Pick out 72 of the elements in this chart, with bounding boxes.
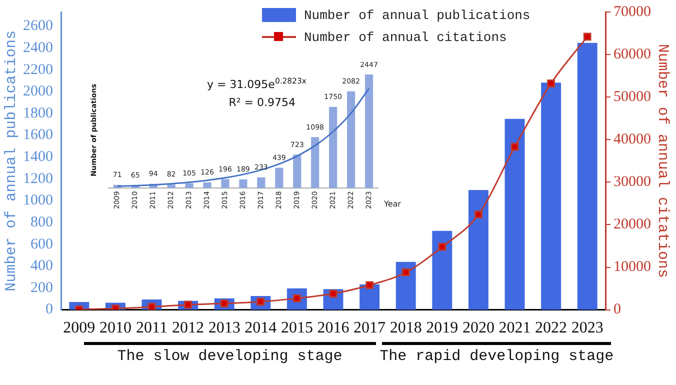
annotation: R² = 0.9754	[228, 96, 296, 109]
point	[474, 210, 482, 218]
y-tick-label: 1200	[23, 170, 53, 187]
y-tick-label: 200	[30, 280, 53, 296]
bar	[239, 179, 248, 188]
y-tick-label: 2600	[23, 18, 53, 34]
y-tick-label: 0	[46, 302, 53, 318]
y-tick-label: 1600	[23, 127, 53, 144]
x-tick-label: 2011	[136, 320, 168, 337]
y-tick-label: 400	[30, 258, 53, 274]
bar	[432, 230, 452, 310]
bar	[346, 91, 356, 188]
x-tick-label: 2012	[172, 320, 204, 337]
point	[510, 142, 519, 151]
legend-label: Number of annual publications	[304, 8, 530, 22]
x-tick-label: 2009	[63, 320, 96, 337]
x-tick-label: 2015	[280, 320, 313, 337]
y2-axis-title: Number of annual citations	[654, 44, 672, 278]
bar	[185, 183, 194, 188]
y2-tick-label: 70000	[614, 4, 651, 20]
bar	[329, 106, 338, 188]
y-tick-label: 600	[30, 236, 53, 252]
x-tick-label: 2016	[317, 320, 350, 337]
x-axis-title: Year	[383, 199, 402, 208]
bar	[396, 262, 416, 310]
y-axis-title: Number of annual publications	[2, 30, 20, 292]
point	[547, 80, 555, 88]
point	[366, 281, 374, 290]
y2-tick-label: 0	[614, 302, 621, 318]
y2-tick-label: 50000	[614, 89, 651, 106]
x-tick-label: 2017	[354, 320, 386, 337]
point	[402, 268, 410, 276]
y-tick-label: 2000	[23, 84, 53, 100]
x-tick-label: 2022	[535, 320, 568, 337]
x-tick-label: 2019	[426, 320, 458, 337]
x-tick-label: 2021	[498, 320, 531, 337]
bar	[360, 284, 380, 310]
bar	[275, 168, 284, 188]
y-tick-label: 1000	[23, 192, 53, 209]
y-tick-label: 2400	[23, 40, 53, 56]
y2-tick-label: 40000	[614, 132, 651, 148]
bar	[541, 82, 562, 310]
x-tick-label: 2013	[208, 320, 240, 337]
bar	[577, 42, 598, 310]
bar	[311, 137, 320, 188]
bar	[203, 182, 212, 188]
text: The slow developing stage	[117, 348, 342, 365]
x-tick-label: 2010	[99, 320, 132, 337]
bar	[167, 184, 176, 188]
y-tick-label: 2200	[23, 62, 53, 78]
bar	[364, 74, 374, 188]
bar	[257, 177, 266, 188]
y2-tick-label: 30000	[614, 174, 651, 190]
bar	[504, 118, 525, 310]
text: The rapid developing stage	[380, 348, 614, 365]
y-tick-label: 800	[30, 214, 53, 230]
bar	[221, 179, 230, 188]
y2-tick-label: 60000	[614, 46, 651, 62]
y2-tick-label: 10000	[614, 259, 651, 276]
bar	[468, 190, 488, 310]
legend-label: Number of annual citations	[304, 30, 507, 44]
x-tick-label: 2014	[244, 320, 277, 337]
bar	[293, 154, 302, 188]
x-tick-label: 2020	[462, 320, 494, 337]
point	[438, 242, 446, 251]
y-tick-label: 1400	[23, 149, 53, 166]
point	[329, 290, 338, 298]
point	[583, 32, 592, 41]
y-tick-label: 1800	[23, 105, 53, 122]
x-tick-label: 2023	[571, 320, 604, 337]
y2-tick-label: 20000	[614, 216, 651, 233]
x-tick-label: 2018	[390, 320, 422, 337]
